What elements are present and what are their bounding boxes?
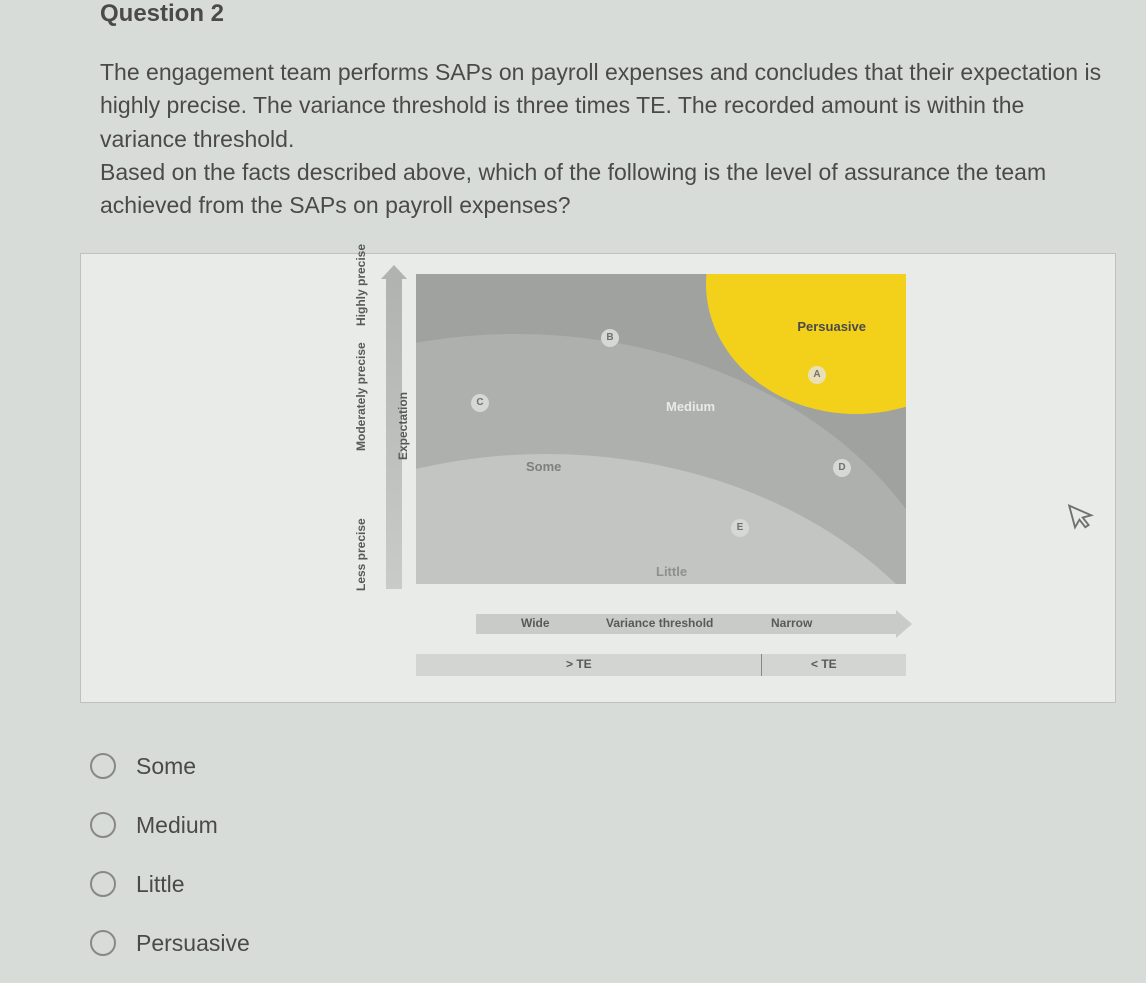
y-tick-less: Less precise: [354, 531, 368, 591]
marker-a: A: [808, 366, 826, 384]
option-little[interactable]: Little: [90, 871, 1146, 898]
marker-c: C: [471, 394, 489, 412]
option-some[interactable]: Some: [90, 753, 1146, 780]
region-label-little: Little: [656, 564, 687, 579]
region-label-persuasive: Persuasive: [797, 319, 866, 334]
option-label: Little: [136, 871, 185, 898]
option-label: Some: [136, 753, 196, 780]
x-label-narrow: Narrow: [771, 616, 812, 630]
radio-icon: [90, 812, 116, 838]
region-label-some: Some: [526, 459, 561, 474]
assurance-chart: Highly precise Moderately precise Less p…: [80, 253, 1116, 703]
y-tick-highly: Highly precise: [354, 266, 368, 326]
question-header: Question 2: [0, 0, 1146, 36]
te-divider: [761, 654, 762, 676]
marker-d: D: [833, 459, 851, 477]
answer-options: Some Medium Little Persuasive: [0, 713, 1146, 957]
radio-icon: [90, 871, 116, 897]
y-tick-moderately: Moderately precise: [354, 391, 368, 451]
radio-icon: [90, 930, 116, 956]
marker-b: B: [601, 329, 619, 347]
question-text: The engagement team performs SAPs on pay…: [0, 36, 1146, 243]
region-label-medium: Medium: [666, 399, 715, 414]
x-axis-title: Variance threshold: [606, 616, 713, 630]
option-label: Persuasive: [136, 930, 250, 957]
x-label-wide: Wide: [521, 616, 550, 630]
y-axis-title: Expectation: [396, 392, 410, 460]
plot-area: Persuasive Medium Some Little A B C D E: [416, 274, 906, 584]
option-label: Medium: [136, 812, 218, 839]
te-label-lt: < TE: [811, 657, 837, 671]
marker-e: E: [731, 519, 749, 537]
option-persuasive[interactable]: Persuasive: [90, 930, 1146, 957]
te-label-gt: > TE: [566, 657, 592, 671]
radio-icon: [90, 753, 116, 779]
option-medium[interactable]: Medium: [90, 812, 1146, 839]
